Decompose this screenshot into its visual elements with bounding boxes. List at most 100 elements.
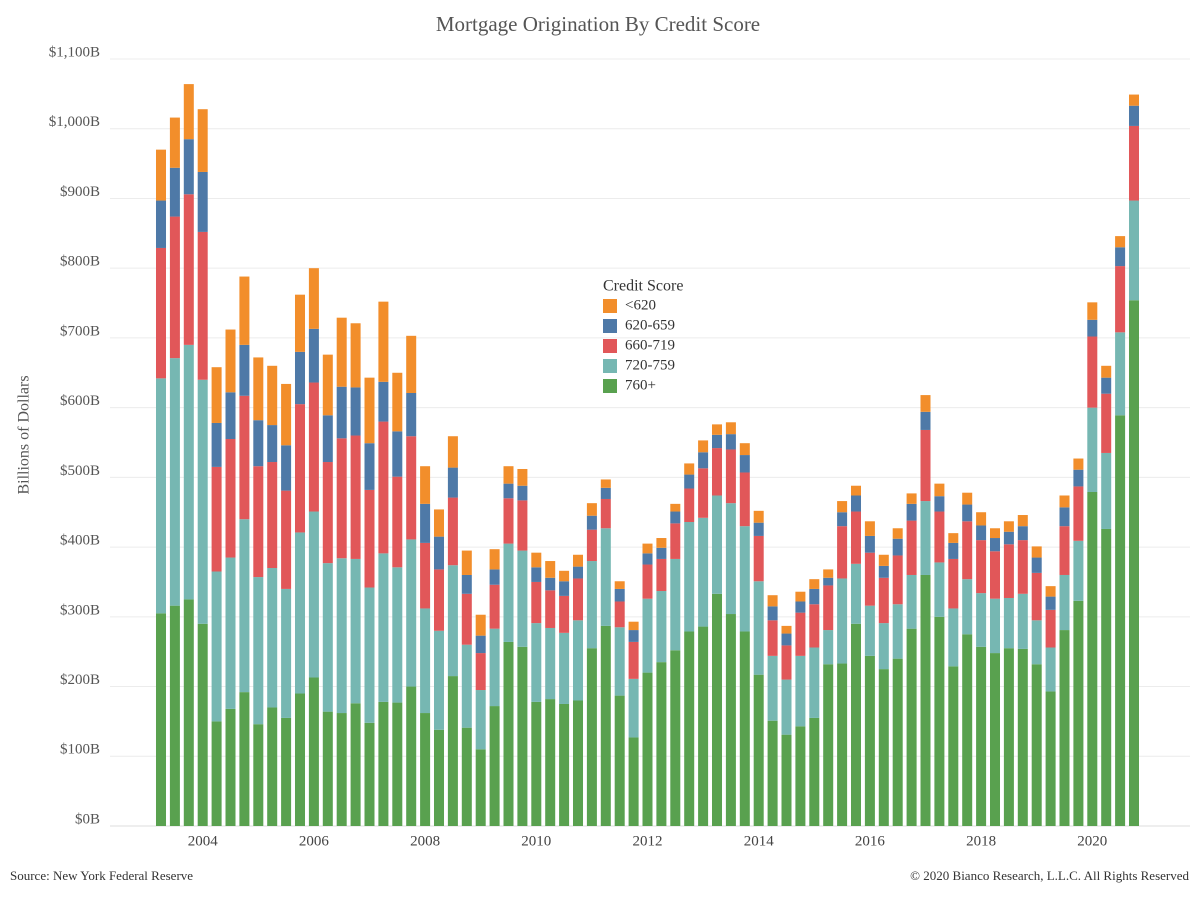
bar-segment	[1017, 515, 1028, 527]
bar-segment	[155, 149, 167, 201]
bar-segment	[684, 474, 695, 489]
bar-segment	[684, 488, 695, 522]
bar-segment	[934, 562, 945, 617]
bar-segment	[600, 487, 611, 499]
bar-segment	[155, 613, 167, 826]
legend-label: 760+	[625, 377, 656, 393]
bar-segment	[572, 554, 584, 567]
bar-segment	[1003, 544, 1014, 598]
bar-segment	[976, 540, 987, 594]
bar-segment	[795, 591, 806, 602]
bar-segment	[670, 511, 681, 524]
bar-segment	[572, 578, 584, 621]
bar-segment	[155, 200, 167, 248]
bar-segment	[586, 529, 597, 562]
bar-segment	[850, 485, 862, 496]
bar-segment	[308, 382, 319, 512]
bar-segment	[253, 577, 264, 725]
bar-segment	[698, 440, 709, 453]
bar-segment	[1059, 526, 1070, 575]
bar-segment	[475, 614, 486, 636]
bar-segment	[1017, 648, 1028, 826]
bar-segment	[489, 549, 500, 570]
bar-segment	[281, 490, 292, 589]
bar-segment	[864, 535, 875, 553]
x-tick-label: 2008	[410, 833, 440, 849]
bar-segment	[753, 535, 764, 582]
y-tick-label: $1,100B	[49, 44, 100, 60]
bar-segment	[572, 566, 584, 579]
legend-label: 660-719	[625, 337, 675, 353]
bar-segment	[420, 713, 431, 826]
bar-segment	[823, 630, 834, 665]
bar-segment	[962, 504, 973, 522]
x-tick-label: 2016	[855, 833, 886, 849]
bar-segment	[614, 601, 625, 628]
bar-segment	[656, 591, 667, 663]
bar-segment	[572, 700, 584, 826]
bar-segment	[517, 646, 528, 826]
bar-segment	[433, 536, 445, 570]
bar-segment	[809, 604, 820, 648]
bar-segment	[1045, 691, 1056, 826]
bar-segment	[517, 468, 528, 486]
bar-segment	[767, 606, 778, 621]
bar-segment	[559, 570, 570, 582]
copyright-note: © 2020 Bianco Research, L.L.C. All Right…	[910, 868, 1189, 883]
bar-segment	[920, 411, 931, 430]
bar-segment	[989, 653, 1001, 826]
bar-segment	[489, 706, 500, 826]
bar-segment	[1059, 630, 1070, 826]
bar-segment	[336, 713, 347, 826]
bar-segment	[336, 558, 347, 714]
bar-segment	[392, 567, 403, 703]
bar-segment	[294, 532, 306, 694]
bar-segment	[253, 357, 264, 421]
bar-segment	[920, 501, 931, 575]
bar-segment	[600, 528, 611, 626]
bar-segment	[1031, 546, 1042, 558]
bar-segment	[1073, 540, 1084, 601]
bar-segment	[433, 630, 445, 730]
bar-segment	[1003, 521, 1014, 532]
y-tick-label: $200B	[60, 672, 100, 688]
bar-segment	[892, 658, 903, 826]
bar-segment	[684, 521, 695, 632]
bar-segment	[406, 335, 417, 393]
bar-segment	[878, 577, 889, 624]
bar-segment	[239, 519, 250, 693]
bar-segment	[864, 605, 875, 656]
bar-segment	[614, 695, 625, 826]
bar-segment	[169, 216, 180, 359]
bar-segment	[1115, 415, 1126, 826]
bar-segment	[906, 520, 917, 575]
bar-segment	[503, 543, 514, 642]
bar-segment	[837, 512, 848, 527]
bar-segment	[545, 577, 556, 591]
bar-segment	[1128, 200, 1140, 301]
bar-segment	[656, 662, 667, 826]
bar-segment	[781, 645, 792, 680]
bar-segment	[378, 381, 389, 422]
bar-segment	[447, 497, 458, 566]
bar-segment	[461, 574, 472, 594]
bar-segment	[1073, 469, 1084, 487]
bar-segment	[364, 377, 375, 444]
bar-segment	[781, 679, 792, 735]
bar-segment	[350, 323, 361, 388]
bar-segment	[392, 702, 403, 826]
bar-segment	[211, 571, 222, 722]
legend-swatch	[603, 319, 617, 333]
bar-segment	[392, 431, 403, 477]
bar-segment	[809, 588, 820, 605]
bar-segment	[225, 708, 236, 826]
y-axis-title: Billions of Dollars	[16, 375, 33, 494]
bar-segment	[253, 420, 264, 467]
bar-segment	[906, 493, 917, 504]
bar-segment	[559, 703, 570, 826]
y-tick-label: $900B	[60, 184, 100, 200]
bar-segment	[837, 578, 848, 664]
bar-segment	[350, 435, 361, 559]
bar-segment	[656, 547, 667, 559]
bar-segment	[823, 569, 834, 578]
